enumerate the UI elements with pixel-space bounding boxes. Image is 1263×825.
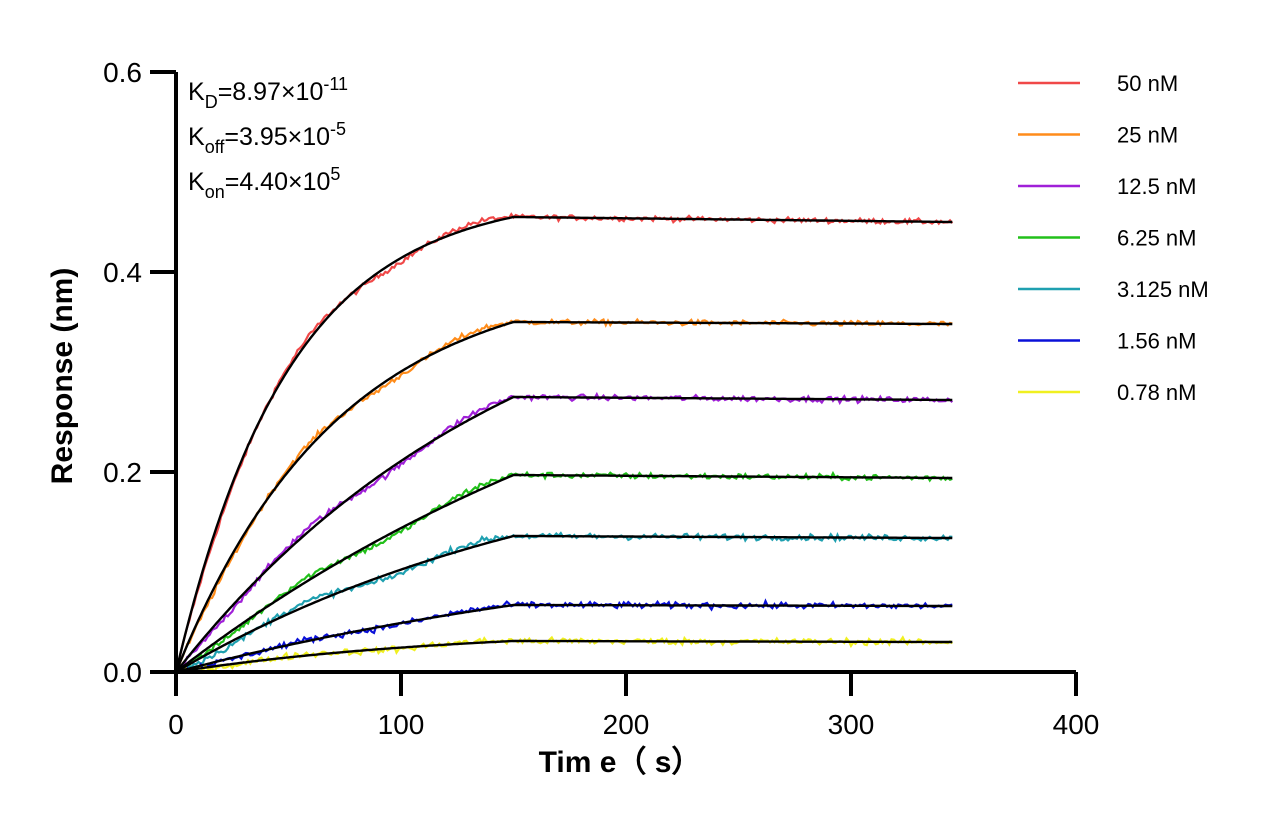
kinetic-constant-on: Kon=4.40×105	[188, 164, 340, 202]
x-tick-label: 400	[1053, 709, 1100, 740]
fit-curve-3-125-nm	[175, 534, 953, 674]
measured-trace-12-5-nm	[175, 391, 954, 673]
y-tick-label: 0.4	[103, 257, 142, 288]
fit-curve-12-5-nm	[175, 395, 953, 673]
legend: 50 nM 25 nM 12.5 nM 6.25 nM 3.125 nM 1.56 nM 0…	[1018, 71, 1209, 405]
x-tick-label: 200	[603, 709, 650, 740]
fit-curve-50-nm	[174, 215, 953, 673]
x-tick-label: 300	[828, 709, 875, 740]
legend-label-12-5-nm: 12.5 nM	[1117, 174, 1197, 199]
y-tick-label: 0.6	[103, 57, 142, 88]
measured-trace-3-125-nm	[175, 531, 953, 674]
legend-label-0-78-nm: 0.78 nM	[1117, 380, 1197, 405]
y-axis-title: Response (nm)	[46, 268, 79, 485]
fit-curve-0-78-nm	[175, 639, 953, 674]
y-tick-label: 0.2	[103, 457, 142, 488]
legend-label-1-56-nm: 1.56 nM	[1117, 329, 1197, 354]
x-axis-title: Tim e（ s）	[539, 745, 702, 779]
y-tick-label: 0.0	[103, 657, 142, 688]
kinetics-annotation: KD=8.97×10-11 Koff=3.95×10-5 Kon=4.40×105	[188, 74, 348, 202]
x-tick-label: 0	[168, 709, 184, 740]
x-tick-label: 100	[378, 709, 425, 740]
legend-label-50-nm: 50 nM	[1117, 71, 1178, 96]
fit-curve-25-nm	[174, 320, 953, 673]
kinetic-constant-d: KD=8.97×10-11	[188, 74, 348, 112]
plot-area	[174, 212, 954, 675]
kinetic-constant-off: Koff=3.95×10-5	[188, 119, 346, 157]
fit-curve-1-56-nm	[175, 603, 953, 674]
legend-label-3-125-nm: 3.125 nM	[1117, 277, 1209, 302]
legend-label-25-nm: 25 nM	[1117, 123, 1178, 148]
fit-curve-6-25-nm	[175, 473, 953, 673]
axes: 0.0 0.2 0.4 0.6 0 100 200 300 400 Tim e（ s） Respon…	[46, 57, 1099, 779]
measured-trace-25-nm	[174, 317, 953, 673]
legend-label-6-25-nm: 6.25 nM	[1117, 226, 1197, 251]
